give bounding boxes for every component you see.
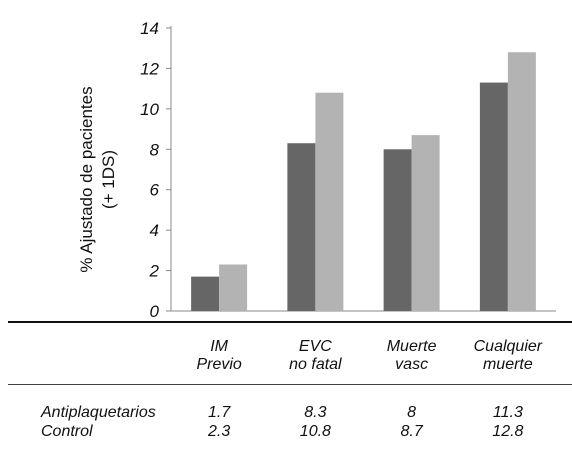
table-row-label: Antiplaquetarios xyxy=(40,404,156,421)
category-label: IM xyxy=(210,338,228,355)
table-value: 8.7 xyxy=(401,423,424,440)
table-value: 2.3 xyxy=(207,423,230,440)
y-axis-label-line: % Ajustado de pacientes xyxy=(77,86,96,272)
y-tick-label: 2 xyxy=(149,262,160,281)
table-row-label: Control xyxy=(41,423,93,440)
bars xyxy=(191,52,536,311)
y-tick-label: 12 xyxy=(140,59,159,78)
y-tick-label: 0 xyxy=(150,302,160,321)
bar-antiplaquetarios-0 xyxy=(191,276,220,311)
category-label: no fatal xyxy=(289,356,342,373)
y-tick-label: 10 xyxy=(140,100,159,119)
table-value: 8 xyxy=(407,404,416,421)
table-value: 12.8 xyxy=(492,423,523,440)
bar-control-3 xyxy=(507,52,536,311)
table-value: 1.7 xyxy=(208,404,231,421)
y-axis-label-line: (+ 1DS) xyxy=(99,150,118,209)
table-value: 11.3 xyxy=(493,404,523,421)
y-tick-label: 4 xyxy=(150,221,159,240)
y-axis: 0 2 4 6 8 10 12 14 xyxy=(140,19,556,321)
category-label: muerte xyxy=(483,356,533,373)
y-tick-label: 14 xyxy=(140,19,159,38)
y-tick-label: 8 xyxy=(150,140,160,159)
table-value: 8.3 xyxy=(304,404,326,421)
table-value: 10.8 xyxy=(300,423,331,440)
y-tick-label: 6 xyxy=(150,181,160,200)
category-label: Previo xyxy=(196,356,241,373)
data-table: Antiplaquetarios 1.7 8.3 8 11.3 Control 2.3 10.… xyxy=(40,404,524,440)
category-label: vasc xyxy=(395,356,428,373)
bar-antiplaquetarios-1 xyxy=(287,143,316,311)
bar-control-2 xyxy=(411,135,440,311)
bar-antiplaquetarios-3 xyxy=(479,82,508,311)
bar-control-0 xyxy=(219,264,248,311)
bar-control-1 xyxy=(315,92,344,311)
category-label: Cualquier xyxy=(474,338,543,355)
category-label: Muerte xyxy=(387,338,437,355)
category-label: EVC xyxy=(299,338,332,355)
bar-antiplaquetarios-2 xyxy=(383,149,412,311)
y-axis-label: % Ajustado de pacientes (+ 1DS) xyxy=(77,86,118,272)
